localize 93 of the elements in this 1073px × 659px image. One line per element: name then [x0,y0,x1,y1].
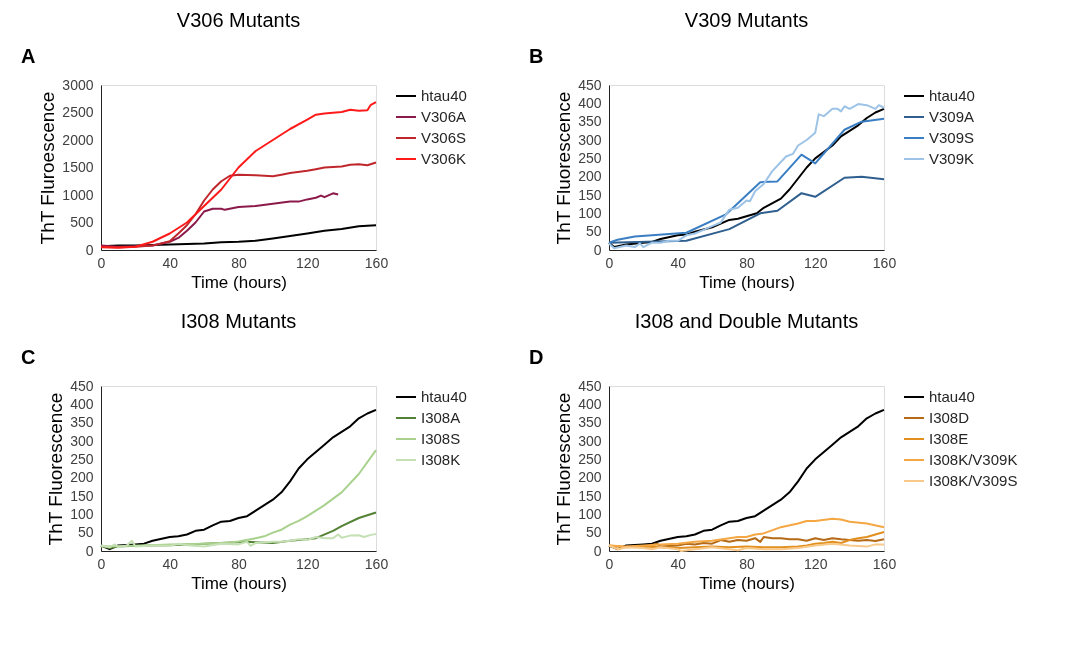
y-tick-label: 50 [585,223,602,240]
x-tick-label: 0 [605,555,614,572]
legend-label: htau40 [421,87,467,104]
chart-title: I308 Mutants [180,310,297,332]
y-tick-label: 300 [578,432,602,449]
legend-label: V306S [421,129,467,146]
y-tick-label: 0 [85,241,94,258]
y-tick-label: 350 [578,414,602,431]
x-tick-label: 0 [605,254,614,271]
y-tick-label: 1500 [62,159,94,175]
text: D [529,346,544,368]
x-tick-label: 160 [364,254,389,271]
x-tick-label: 160 [872,254,897,271]
legend-label: I308K [421,451,461,468]
y-tick-label: 2000 [62,131,94,148]
chart-title: V306 Mutants [176,9,301,31]
y-axis-title: ThT Fluroescence [37,91,59,245]
y-tick-label: 200 [578,168,602,185]
chart-title: I308 and Double Mutants [634,310,859,332]
y-tick-label: 450 [578,377,602,394]
y-tick-label: 3000 [62,76,94,93]
y-tick-label: 2500 [62,104,94,120]
y-tick-label: 100 [70,505,94,522]
y-tick-label: 0 [85,542,94,559]
x-tick-label: 80 [231,254,247,271]
y-axis-title: ThT Fluorescence [553,392,575,546]
x-tick-label: 120 [296,254,320,271]
x-tick-label: 0 [97,254,106,271]
x-tick-label: 120 [804,254,828,271]
y-tick-label: 50 [585,524,602,541]
y-tick-label: 400 [578,94,602,111]
x-tick-label: 120 [296,555,320,572]
x-axis-title: Time (hours) [191,573,287,593]
y-tick-label: 300 [70,432,94,449]
chart-title: V309 Mutants [684,9,809,31]
legend-label: V306A [421,108,467,125]
y-tick-label: 500 [70,214,94,230]
x-tick-label: 160 [364,555,389,572]
y-tick-label: 150 [578,487,602,504]
x-tick-label: 80 [739,254,755,271]
y-tick-label: 0 [593,241,602,258]
y-axis-title: ThT Fluorescence [553,91,575,245]
x-axis-title: Time (hours) [699,573,795,593]
text: A [21,45,36,67]
legend-label: V309A [929,108,975,125]
legend-label: I308S [421,430,461,447]
y-tick-label: 400 [70,395,94,412]
x-tick-label: 40 [670,254,687,271]
y-tick-label: 450 [578,76,602,93]
text: B [529,45,544,67]
x-tick-label: 0 [97,555,106,572]
x-tick-label: 40 [670,555,687,572]
y-tick-label: 200 [70,469,94,486]
y-tick-label: 250 [70,450,94,467]
legend-label: htau40 [421,388,467,405]
legend-label: I308K/V309K [929,451,1018,468]
x-tick-label: 160 [872,555,897,572]
y-tick-label: 250 [578,149,602,166]
y-tick-label: 450 [70,377,94,394]
y-tick-label: 400 [578,395,602,412]
y-tick-label: 350 [578,113,602,130]
text: C [21,346,36,368]
x-tick-label: 120 [804,555,828,572]
legend-label: I308A [421,409,461,426]
y-tick-label: 150 [70,487,94,504]
y-tick-label: 250 [578,450,602,467]
x-tick-label: 40 [162,254,179,271]
legend-label: htau40 [929,388,975,405]
line-series [100,192,340,248]
legend-label: htau40 [929,87,975,104]
y-tick-label: 200 [578,469,602,486]
legend-label: V309S [929,129,975,146]
y-tick-label: 50 [77,524,94,541]
y-tick-label: 100 [578,204,602,221]
x-tick-label: 80 [231,555,247,572]
y-tick-label: 300 [578,131,602,148]
legend-label: I308E [929,430,969,447]
x-tick-label: 40 [162,555,179,572]
y-tick-label: 350 [70,414,94,431]
legend-label: I308D [929,409,970,426]
legend-label: V309K [929,150,975,167]
legend-label: I308K/V309S [929,472,1018,489]
line-series [100,449,377,548]
x-axis-title: Time (hours) [699,272,795,292]
line-series [608,175,885,244]
x-tick-label: 80 [739,555,755,572]
legend-label: V306K [421,150,467,167]
y-tick-label: 1000 [62,186,94,203]
y-tick-label: 0 [593,542,602,559]
x-axis-title: Time (hours) [191,272,287,292]
y-tick-label: 150 [578,186,602,203]
y-axis-title: ThT Fluorescence [45,392,67,546]
y-tick-label: 100 [578,505,602,522]
